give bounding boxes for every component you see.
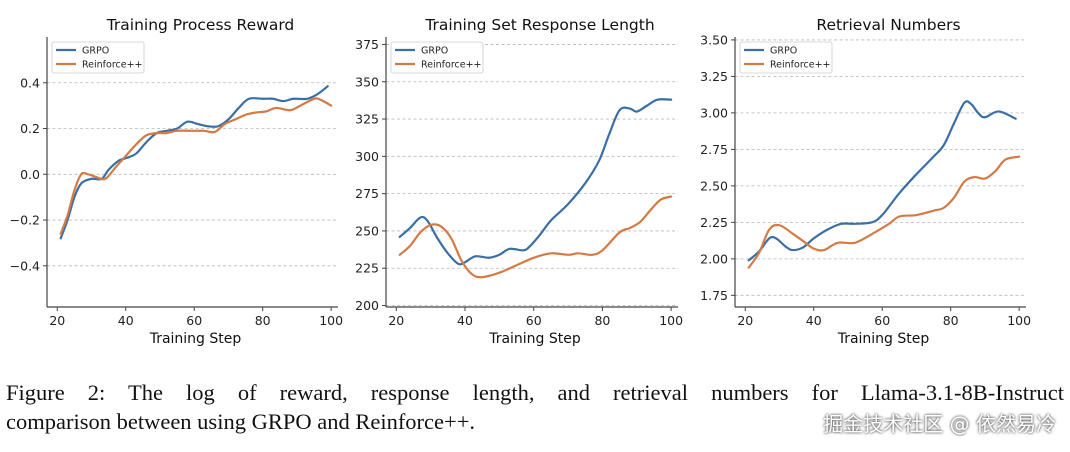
chart-title: Training Set Response Length <box>424 16 654 34</box>
legend-label: Reinforce++ <box>770 60 831 71</box>
x-tick-label: 20 <box>737 313 753 328</box>
series-line-grpo <box>398 98 673 266</box>
y-tick-label: 275 <box>355 186 379 201</box>
chart-1: −0.4 −0.2 0.0 0.2 0.4 20 40 60 80 100 Training Pro… <box>10 16 343 347</box>
x-tick-label: 80 <box>594 313 610 328</box>
y-tick-label: 300 <box>355 149 379 164</box>
y-tick-label: 3.50 <box>700 32 728 47</box>
series-line-reinforcepp <box>59 97 333 235</box>
y-tick-label: 3.00 <box>700 105 728 120</box>
y-tick-label: 2.75 <box>700 142 728 157</box>
legend-label: Reinforce++ <box>421 60 482 71</box>
x-tick-label: 40 <box>806 313 822 328</box>
x-tick-label: 40 <box>457 313 473 328</box>
legend-label: Reinforce++ <box>82 60 143 71</box>
y-tick-label: −0.2 <box>10 213 40 228</box>
x-tick-label: 60 <box>186 313 202 328</box>
series-line-reinforcepp <box>398 195 673 279</box>
x-tick-label: 20 <box>388 313 404 328</box>
y-tick-label: 3.25 <box>700 69 728 84</box>
x-axis-label: Training Step <box>488 331 581 347</box>
y-tick-label: −0.4 <box>10 258 40 273</box>
y-tick-label: 2.25 <box>700 215 728 230</box>
x-tick-label: 40 <box>118 313 134 328</box>
series-line-grpo <box>747 100 1017 262</box>
y-tick-label: 225 <box>355 261 379 276</box>
y-tick-label: 2.00 <box>700 251 728 266</box>
figure-charts: −0.4 −0.2 0.0 0.2 0.4 20 40 60 80 100 Training Pro… <box>10 16 1031 347</box>
x-tick-label: 100 <box>659 313 683 328</box>
y-tick-label: 0.4 <box>20 75 40 90</box>
watermark: 掘金技术社区 @ 依然易冷 <box>823 412 1056 436</box>
y-tick-label: 350 <box>355 74 379 89</box>
x-tick-label: 100 <box>319 313 343 328</box>
x-tick-label: 80 <box>943 313 959 328</box>
legend-label: GRPO <box>421 46 448 57</box>
legend-label: GRPO <box>770 46 797 57</box>
legend-label: GRPO <box>82 46 109 57</box>
x-tick-label: 100 <box>1007 313 1031 328</box>
y-tick-label: 200 <box>355 298 379 313</box>
series-line-grpo <box>59 85 329 240</box>
legend: GRPO Reinforce++ <box>390 41 484 74</box>
x-tick-label: 60 <box>526 313 542 328</box>
x-tick-label: 80 <box>255 313 271 328</box>
x-axis-label: Training Step <box>837 331 930 347</box>
y-tick-label: 2.50 <box>700 178 728 193</box>
y-tick-label: 1.75 <box>700 288 728 303</box>
chart-2: 200 225 250 275 300 325 350 375 20 40 60 80 100 Train… <box>355 16 683 347</box>
x-axis-label: Training Step <box>149 331 242 347</box>
figure-caption-line-1: Figure 2: The log of reward, response le… <box>6 380 1064 405</box>
y-tick-label: 375 <box>355 37 379 52</box>
chart-title: Retrieval Numbers <box>816 16 960 34</box>
chart-title: Training Process Reward <box>106 16 295 34</box>
y-tick-label: 325 <box>355 112 379 127</box>
legend: GRPO Reinforce++ <box>739 41 833 74</box>
y-tick-label: 0.2 <box>20 121 40 136</box>
y-tick-label: 0.0 <box>20 167 40 182</box>
x-tick-label: 60 <box>874 313 890 328</box>
legend: GRPO Reinforce++ <box>51 41 145 74</box>
y-tick-label: 250 <box>355 223 379 238</box>
x-tick-label: 20 <box>49 313 65 328</box>
chart-3: 1.75 2.00 2.25 2.50 2.75 3.00 3.25 3.50 20 40 60 80… <box>700 16 1031 347</box>
figure-caption-line-2: comparison between using GRPO and Reinfo… <box>6 409 476 434</box>
series-line-reinforcepp <box>747 155 1021 269</box>
